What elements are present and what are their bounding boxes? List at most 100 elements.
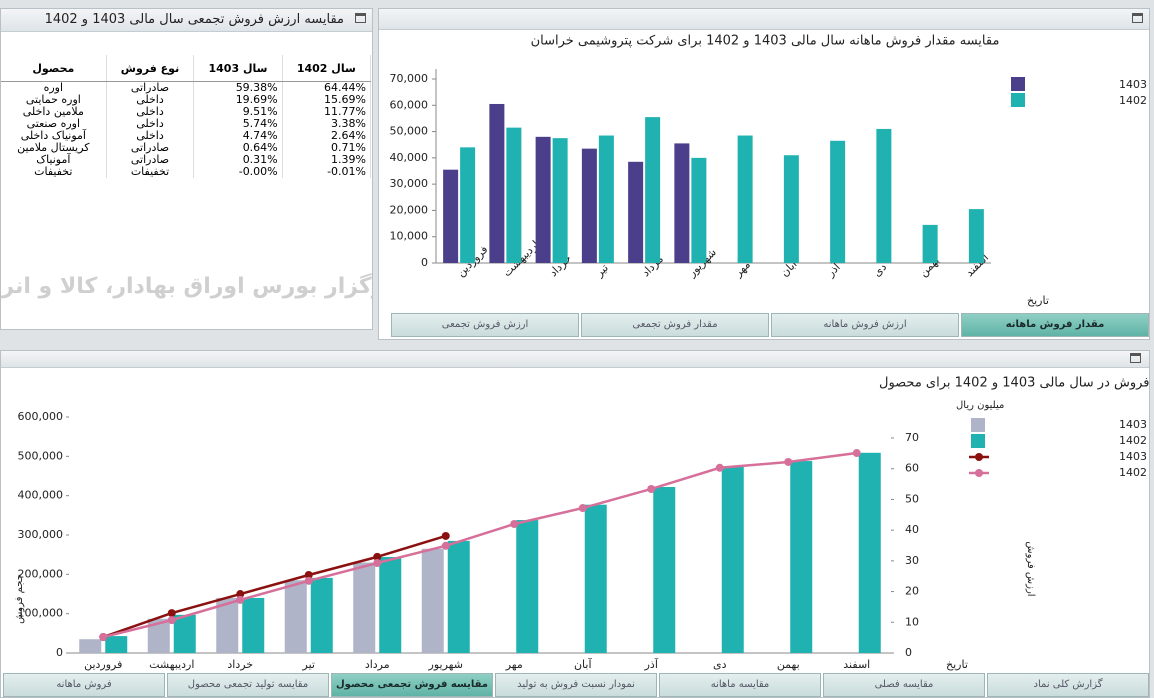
y-tick-label: 600,000 (18, 410, 64, 423)
table-cell: داخلی (106, 118, 195, 130)
column-header: محصول (1, 55, 107, 82)
table-cell: 0.71% (282, 142, 372, 154)
legend-label: سال مالی 1403 (1119, 78, 1150, 91)
legend-swatch (1011, 77, 1025, 91)
sales-share-panel: مقایسه ارزش فروش تجمعی سال مالی 1403 و 1… (0, 8, 373, 330)
tab[interactable]: ارزش فروش ماهانه (771, 313, 959, 337)
chart-title: مقایسه مقدار فروش ماهانه سال مالی 1403 و… (531, 34, 1000, 49)
legend-label: ارزش فروش تجمعی 1402 (1119, 466, 1150, 479)
bar (105, 636, 128, 653)
x-tick-label: شهریور (428, 658, 463, 671)
line (102, 534, 447, 639)
table-cell: اوره (1, 81, 107, 94)
share-table: محصول نوع فروش سال 1403 سال 1402 اوره صادراتی… (1, 55, 372, 178)
table-row: تخفیفات تخفیفات -0.00% -0.01% (1, 166, 372, 178)
table-row: اوره صنعتی داخلی 5.74% 3.38% (1, 118, 372, 130)
bar (506, 127, 522, 263)
table-cell: 59.38% (193, 81, 283, 94)
bar (653, 487, 676, 653)
x-tick-label: آبان (574, 657, 592, 671)
y2-tick-label: 20 (905, 585, 919, 598)
table-cell: 3.38% (282, 118, 372, 130)
table-cell: صادراتی (106, 81, 195, 94)
point (441, 531, 450, 540)
table-cell: آمونیاک داخلی (1, 130, 107, 142)
tab[interactable]: گزارش کلی نماد (987, 673, 1149, 697)
maximize-button[interactable] (1130, 353, 1141, 363)
x-tick-label: تیر (302, 658, 315, 671)
table-cell: 4.74% (193, 130, 283, 142)
maximize-button[interactable] (1132, 13, 1143, 23)
x-tick-label: خرداد (227, 658, 253, 671)
bar (830, 140, 846, 263)
table-cell: صادراتی (106, 142, 195, 154)
tab[interactable]: مقدار فروش ماهانه (961, 313, 1149, 337)
tab[interactable]: مقدار فروش تجمعی (581, 313, 769, 337)
bar (173, 614, 196, 653)
bar (584, 504, 607, 653)
table-cell: تخفیفات (1, 166, 107, 178)
bar (783, 155, 799, 263)
table-cell: 15.69% (282, 94, 372, 106)
cumulative-chart-panel: نمودار میله ای مقایسه فروش تجمعی و نمودا… (0, 350, 1150, 698)
point (304, 576, 313, 585)
y-tick-label: 50,000 (390, 125, 429, 138)
tab[interactable]: مقایسه تولید تجمعی محصول (167, 673, 329, 697)
table-cell: داخلی (106, 106, 195, 118)
tab[interactable]: ارزش فروش تجمعی (391, 313, 579, 337)
bar (598, 135, 614, 263)
point (784, 457, 793, 466)
tab[interactable]: نمودار نسبت فروش به تولید (495, 673, 657, 697)
x-tick-label: اسفند (843, 658, 870, 671)
legend-swatch (971, 418, 985, 432)
bar (858, 452, 881, 653)
table-cell: اوره صنعتی (1, 118, 107, 130)
monthly-chart-panel: مقایسه مقدار فروش ماهانه سال مالی 1403 و… (378, 8, 1150, 340)
table-cell: 0.31% (193, 154, 283, 166)
x-axis-label: تاریخ (946, 658, 968, 671)
point (236, 595, 245, 604)
x-tick-label: اردیبهشت (149, 658, 194, 671)
line (102, 451, 857, 639)
bar (645, 117, 661, 263)
panel-title: مقایسه ارزش فروش تجمعی سال مالی 1403 و 1… (1, 9, 372, 32)
bar (447, 540, 470, 653)
table-row: کریستال ملامین صادراتی 0.64% 0.71% (1, 142, 372, 154)
tab[interactable]: مقایسه ماهانه (659, 673, 821, 697)
tab-bar: مقدار فروش ماهانه ارزش فروش ماهانه مقدار ف… (391, 313, 1149, 337)
legend-swatch (1011, 93, 1025, 107)
y-tick-label: 40,000 (390, 151, 429, 164)
x-tick-label: دی (713, 658, 727, 671)
x-tick-label: تیر (592, 261, 611, 280)
y-tick-label: 20,000 (390, 203, 429, 216)
y2-tick-label: 40 (905, 523, 919, 536)
legend-swatch (975, 453, 983, 461)
table-cell: -0.01% (282, 166, 372, 178)
column-header: سال 1403 (193, 55, 283, 82)
bar (443, 169, 459, 263)
tab[interactable]: مقایسه فصلی (823, 673, 985, 697)
column-header: نوع فروش (106, 55, 195, 82)
bar (876, 128, 892, 263)
watermark: کارگزار بورس اوراق بهادار، کالا و انرژی (1, 272, 373, 299)
table-cell: تخفیفات (106, 166, 195, 178)
y2-tick-label: 50 (905, 492, 919, 505)
tab[interactable]: مقایسه فروش تجمعی محصول (331, 673, 493, 697)
bar (691, 157, 707, 263)
table-cell: داخلی (106, 130, 195, 142)
point (510, 520, 519, 528)
maximize-button[interactable] (355, 13, 366, 23)
y2-tick-label: 0 (905, 646, 912, 659)
y-tick-label: 60,000 (390, 98, 429, 111)
legend-label: حجم فروش تجمعی 1403 (1119, 418, 1150, 431)
y-tick-label: 70,000 (390, 72, 429, 85)
tab[interactable]: فروش ماهانه (3, 673, 165, 697)
legend-label: سال مالی 1402 (1119, 94, 1150, 107)
y-tick-label: 0 (421, 256, 428, 269)
column-header: سال 1402 (282, 55, 372, 82)
y-tick-label: 500,000 (18, 449, 64, 462)
bar (552, 138, 568, 263)
table-cell: -0.00% (193, 166, 283, 178)
y-tick-label: 10,000 (390, 230, 429, 243)
panel-header (379, 9, 1149, 30)
